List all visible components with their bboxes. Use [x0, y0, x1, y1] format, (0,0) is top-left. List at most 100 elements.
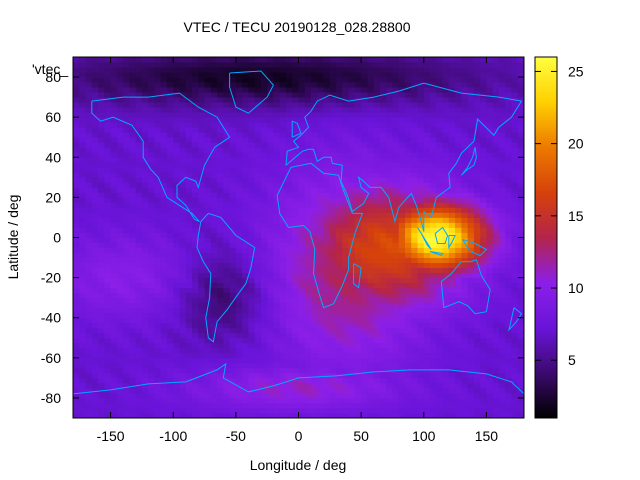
heatmap-cell — [323, 387, 331, 394]
heatmap-cell — [248, 137, 256, 143]
heatmap-cell — [329, 127, 337, 133]
heatmap-cell — [91, 137, 99, 143]
heatmap-cell — [192, 237, 199, 243]
heatmap-cell — [141, 252, 149, 258]
heatmap-cell — [386, 332, 393, 339]
heatmap-cell — [298, 157, 306, 163]
heatmap-cell — [411, 342, 418, 349]
heatmap-cell — [279, 252, 287, 258]
heatmap-cell — [455, 77, 462, 83]
heatmap-cell — [260, 212, 268, 218]
heatmap-cell — [379, 392, 387, 399]
heatmap-cell — [480, 157, 487, 163]
heatmap-cell — [455, 192, 462, 198]
heatmap-cell — [317, 257, 324, 263]
heatmap-cell — [517, 372, 525, 379]
heatmap-cell — [492, 92, 500, 98]
heatmap-cell — [248, 367, 256, 374]
heatmap-cell — [386, 362, 393, 369]
heatmap-cell — [505, 387, 512, 394]
heatmap-cell — [154, 337, 162, 344]
heatmap-cell — [267, 332, 274, 339]
heatmap-cell — [273, 182, 281, 188]
heatmap-cell — [91, 302, 99, 309]
heatmap-cell — [104, 267, 111, 273]
heatmap-cell — [260, 102, 268, 108]
heatmap-cell — [129, 252, 137, 258]
heatmap-cell — [285, 302, 293, 309]
heatmap-cell — [135, 357, 143, 364]
heatmap-cell — [417, 132, 425, 138]
heatmap-cell — [336, 327, 343, 334]
heatmap-cell — [411, 242, 418, 248]
heatmap-cell — [210, 217, 218, 223]
heatmap-cell — [398, 212, 406, 218]
heatmap-cell — [116, 392, 124, 399]
heatmap-cell — [411, 192, 418, 198]
heatmap-cell — [473, 252, 481, 258]
heatmap-cell — [411, 377, 418, 384]
heatmap-cell — [373, 127, 381, 133]
heatmap-cell — [154, 362, 162, 369]
heatmap-cell — [85, 407, 93, 414]
heatmap-cell — [79, 182, 86, 188]
heatmap-cell — [192, 317, 199, 324]
heatmap-cell — [492, 297, 500, 304]
heatmap-cell — [204, 237, 212, 243]
heatmap-cell — [110, 367, 118, 374]
heatmap-cell — [329, 177, 337, 183]
heatmap-cell — [254, 82, 262, 88]
heatmap-cell — [242, 107, 249, 113]
heatmap-cell — [279, 202, 287, 208]
heatmap-cell — [217, 282, 224, 289]
heatmap-cell — [373, 117, 381, 123]
heatmap-cell — [192, 242, 199, 248]
heatmap-cell — [185, 177, 193, 183]
heatmap-cell — [392, 372, 400, 379]
heatmap-cell — [392, 137, 400, 143]
heatmap-cell — [317, 127, 324, 133]
heatmap-cell — [486, 352, 494, 359]
heatmap-cell — [217, 152, 224, 158]
heatmap-cell — [154, 187, 162, 193]
heatmap-cell — [354, 377, 362, 384]
heatmap-cell — [323, 357, 331, 364]
heatmap-cell — [267, 132, 274, 138]
heatmap-cell — [185, 322, 193, 329]
heatmap-cell — [217, 332, 224, 339]
heatmap-cell — [79, 242, 86, 248]
heatmap-cell — [154, 117, 162, 123]
heatmap-cell — [279, 332, 287, 339]
heatmap-cell — [386, 302, 393, 309]
heatmap-cell — [260, 87, 268, 93]
heatmap-cell — [317, 242, 324, 248]
heatmap-cell — [379, 127, 387, 133]
heatmap-cell — [273, 372, 281, 379]
heatmap-cell — [354, 322, 362, 329]
heatmap-cell — [242, 232, 249, 238]
heatmap-cell — [110, 67, 118, 73]
heatmap-cell — [116, 242, 124, 248]
heatmap-cell — [267, 167, 274, 173]
heatmap-cell — [217, 132, 224, 138]
heatmap-cell — [329, 192, 337, 198]
heatmap-cell — [279, 167, 287, 173]
heatmap-cell — [123, 392, 130, 399]
heatmap-cell — [430, 342, 437, 349]
heatmap-cell — [116, 102, 124, 108]
heatmap-cell — [148, 137, 155, 143]
heatmap-cell — [461, 297, 469, 304]
heatmap-cell — [173, 92, 180, 98]
heatmap-cell — [160, 307, 168, 314]
heatmap-cell — [110, 297, 118, 304]
heatmap-cell — [348, 307, 356, 314]
heatmap-cell — [423, 97, 431, 103]
heatmap-cell — [498, 222, 506, 228]
heatmap-cell — [411, 287, 418, 294]
heatmap-cell — [436, 162, 443, 168]
heatmap-cell — [98, 352, 105, 359]
heatmap-cell — [254, 197, 262, 203]
heatmap-cell — [473, 122, 481, 128]
heatmap-cell — [223, 252, 230, 258]
heatmap-cell — [235, 332, 243, 339]
